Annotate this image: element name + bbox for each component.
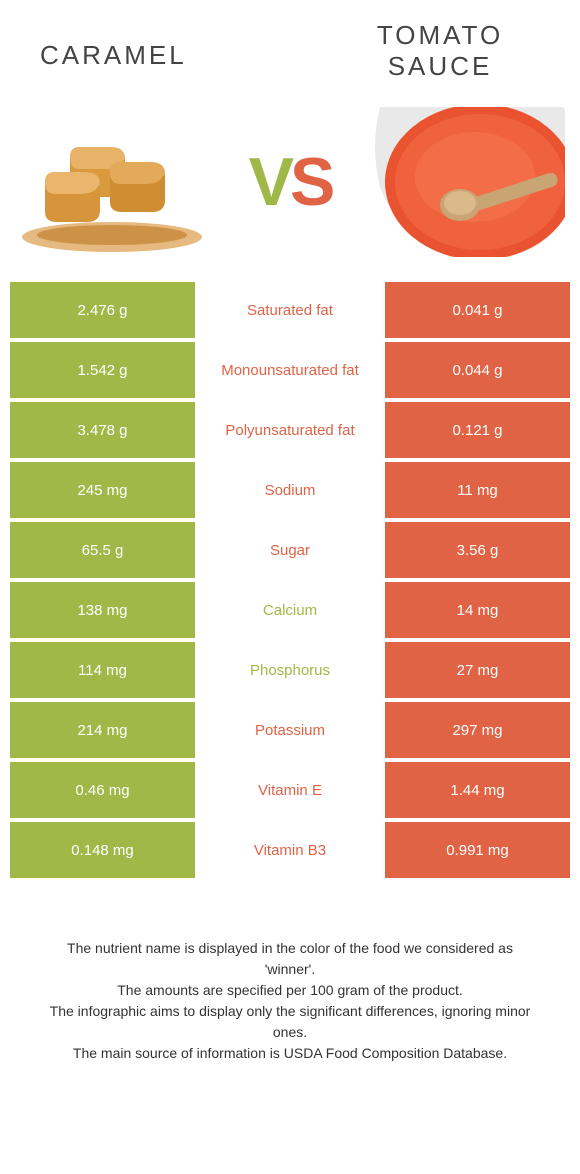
nutrient-label: Phosphorus <box>195 642 385 698</box>
value-left: 138 mg <box>10 582 195 638</box>
table-row: 138 mgCalcium14 mg <box>10 582 570 638</box>
footnote-block: The nutrient name is displayed in the co… <box>10 938 570 1064</box>
tomato-sauce-image <box>370 107 565 257</box>
caramel-image <box>15 107 210 257</box>
value-right: 0.991 mg <box>385 822 570 878</box>
value-right: 1.44 mg <box>385 762 570 818</box>
vs-label: V S <box>249 143 332 221</box>
table-row: 0.46 mgVitamin E1.44 mg <box>10 762 570 818</box>
value-left: 245 mg <box>10 462 195 518</box>
nutrient-label: Sugar <box>195 522 385 578</box>
table-row: 65.5 gSugar3.56 g <box>10 522 570 578</box>
value-right: 297 mg <box>385 702 570 758</box>
value-right: 11 mg <box>385 462 570 518</box>
table-row: 0.148 mgVitamin B30.991 mg <box>10 822 570 878</box>
value-right: 3.56 g <box>385 522 570 578</box>
table-row: 3.478 gPolyunsaturated fat0.121 g <box>10 402 570 458</box>
footnote-line-1: The nutrient name is displayed in the co… <box>40 938 540 980</box>
value-left: 3.478 g <box>10 402 195 458</box>
nutrient-label: Sodium <box>195 462 385 518</box>
food-title-left: CARAMEL <box>40 40 187 71</box>
nutrient-label: Vitamin E <box>195 762 385 818</box>
food-title-right: TOMATO SAUCE <box>340 20 540 82</box>
value-left: 1.542 g <box>10 342 195 398</box>
value-right: 27 mg <box>385 642 570 698</box>
nutrient-label: Calcium <box>195 582 385 638</box>
footnote-line-2: The amounts are specified per 100 gram o… <box>40 980 540 1001</box>
nutrient-label: Saturated fat <box>195 282 385 338</box>
value-right: 0.044 g <box>385 342 570 398</box>
image-row: V S <box>10 102 570 262</box>
table-row: 245 mgSodium11 mg <box>10 462 570 518</box>
table-row: 1.542 gMonounsaturated fat0.044 g <box>10 342 570 398</box>
footnote-line-3: The infographic aims to display only the… <box>40 1001 540 1043</box>
value-left: 0.46 mg <box>10 762 195 818</box>
header-row: CARAMEL TOMATO SAUCE <box>10 20 570 82</box>
value-left: 114 mg <box>10 642 195 698</box>
value-left: 65.5 g <box>10 522 195 578</box>
value-right: 0.121 g <box>385 402 570 458</box>
table-row: 214 mgPotassium297 mg <box>10 702 570 758</box>
value-right: 0.041 g <box>385 282 570 338</box>
nutrient-label: Potassium <box>195 702 385 758</box>
vs-s-letter: S <box>290 143 331 221</box>
table-row: 2.476 gSaturated fat0.041 g <box>10 282 570 338</box>
comparison-table: 2.476 gSaturated fat0.041 g1.542 gMonoun… <box>10 282 570 878</box>
nutrient-label: Monounsaturated fat <box>195 342 385 398</box>
nutrient-label: Polyunsaturated fat <box>195 402 385 458</box>
vs-v-letter: V <box>249 143 290 221</box>
footnote-line-4: The main source of information is USDA F… <box>40 1043 540 1064</box>
value-left: 214 mg <box>10 702 195 758</box>
table-row: 114 mgPhosphorus27 mg <box>10 642 570 698</box>
nutrient-label: Vitamin B3 <box>195 822 385 878</box>
value-left: 0.148 mg <box>10 822 195 878</box>
value-right: 14 mg <box>385 582 570 638</box>
value-left: 2.476 g <box>10 282 195 338</box>
